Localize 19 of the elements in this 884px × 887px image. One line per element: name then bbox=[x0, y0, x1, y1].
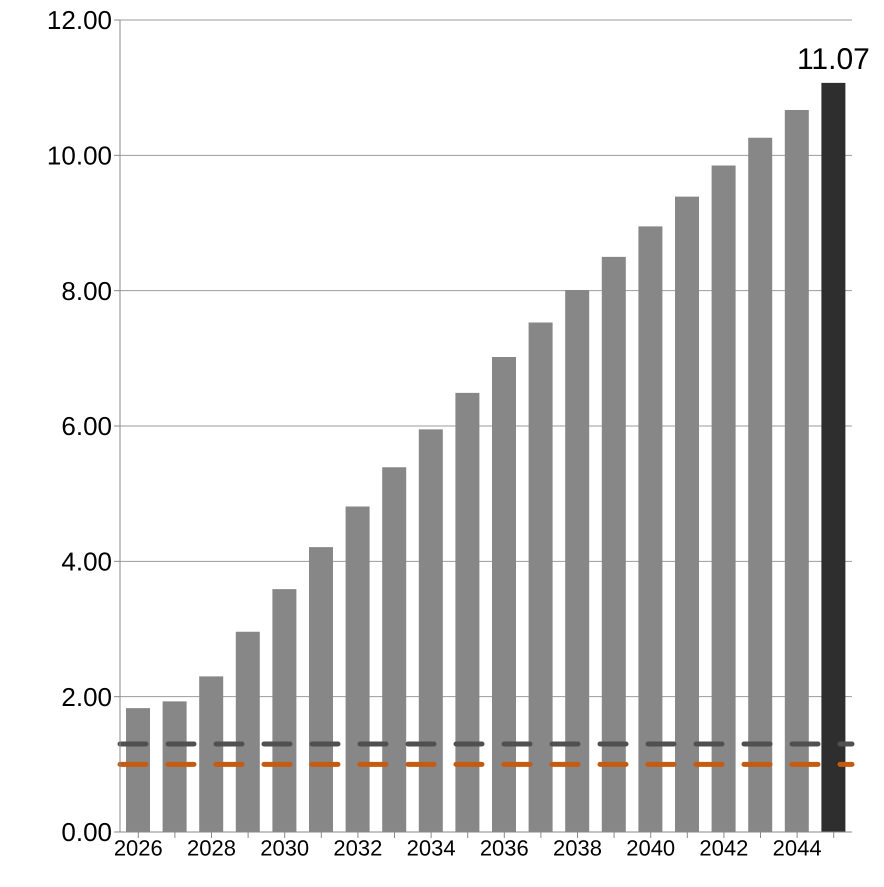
x-tick-label: 2026 bbox=[114, 836, 163, 861]
y-tick-label: 8.00 bbox=[61, 276, 112, 306]
bar bbox=[821, 82, 846, 832]
y-tick-label: 6.00 bbox=[61, 411, 112, 442]
x-tick-label: 2038 bbox=[553, 836, 602, 861]
x-tick-label: 2034 bbox=[406, 836, 456, 861]
x-tick-label: 2032 bbox=[333, 836, 382, 861]
x-tick-label: 2036 bbox=[480, 836, 529, 861]
y-tick-label: 0.00 bbox=[61, 817, 112, 848]
x-tick-label: 2044 bbox=[772, 836, 822, 861]
y-tick-label: 10.00 bbox=[46, 140, 112, 171]
x-tick-label: 2030 bbox=[260, 836, 310, 861]
y-tick-label: 4.00 bbox=[61, 546, 112, 577]
x-tick-label: 2042 bbox=[699, 836, 748, 861]
y-tick-label: 2.00 bbox=[61, 682, 112, 712]
data-label: 11.07 bbox=[796, 42, 870, 76]
y-tick-label: 12.00 bbox=[46, 5, 112, 36]
x-tick-label: 2040 bbox=[626, 836, 676, 861]
x-tick-label: 2028 bbox=[187, 836, 236, 861]
